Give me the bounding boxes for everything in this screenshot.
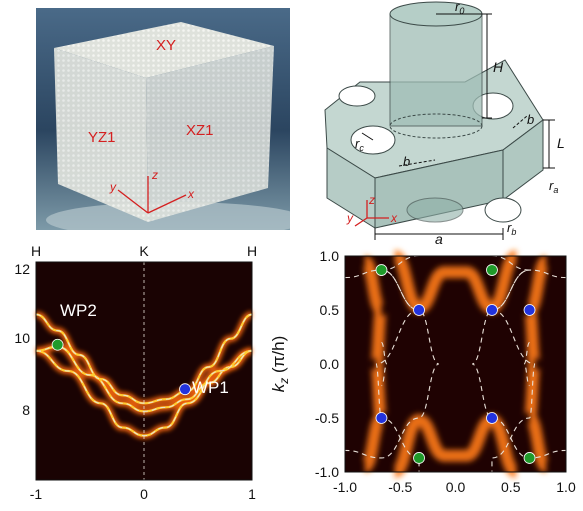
y-tick-12: 12 [14, 261, 30, 277]
kz-x-tick: 0.5 [501, 479, 521, 495]
kz-plot: kz (π/h) -1.0 -0.5 0.0 0.5 1.0 -1.0 -0.5 0.0 0.… [262, 244, 583, 506]
top-label-h-left: H [31, 243, 41, 259]
band-dash-0 [35, 346, 253, 412]
kz-y-tick: 0.0 [320, 356, 340, 372]
kz-green-point-0 [375, 264, 388, 276]
kz-y-tick: 1.0 [320, 248, 340, 264]
hole-corner [484, 197, 522, 223]
x-tick-neg1: -1 [30, 486, 43, 502]
axis-label-y: y [109, 180, 117, 194]
lattice-photo-svg: XY YZ1 XZ1 z x y [36, 8, 306, 238]
y-tick-8: 8 [22, 402, 30, 418]
kz-dash-curve-3 [491, 255, 536, 472]
wp2-label: WP2 [60, 301, 97, 320]
point-wp2 [51, 338, 64, 351]
cylinder-body [389, 13, 483, 127]
kz-dash-curve-5 [523, 341, 531, 387]
kz-band-glow-1 [392, 414, 519, 478]
kz-ylabel: kz (π/h) [269, 336, 291, 392]
wp1-label: WP1 [192, 378, 229, 397]
kz-band-glow-0 [392, 250, 519, 314]
kz-blue-point-4 [523, 304, 536, 316]
kz-dash-curve-4 [380, 341, 388, 387]
axis-triad [117, 176, 187, 214]
x-tick-1: 1 [248, 486, 256, 502]
schematic-axis-z: z [368, 193, 375, 207]
kz-blue-point-1 [486, 304, 498, 316]
kz-y-tick: 0.5 [320, 302, 340, 318]
label-rc: rc [355, 136, 364, 153]
band-dispersion-plot: H K H 12 10 8 -1 0 1 WP2 WP1 [0, 236, 290, 506]
hole-front [406, 197, 464, 223]
schematic-axis-x: x [390, 211, 398, 225]
label-l: L [557, 135, 565, 151]
kz-x-tick: 0.0 [446, 479, 466, 495]
cube-top-face [54, 22, 274, 78]
label-b-mid: b [403, 154, 410, 169]
cube-right-face [146, 46, 274, 222]
face-label-xy: XY [156, 37, 176, 54]
x-tick-0: 0 [140, 486, 148, 502]
lattice-photo: XY YZ1 XZ1 z x y [36, 8, 306, 238]
band-dash-1 [35, 313, 253, 404]
slab-right-face [502, 119, 544, 201]
label-a: a [435, 231, 443, 245]
kz-y-tick: -1.0 [315, 464, 339, 480]
label-r0: r0 [455, 0, 464, 16]
label-rb: rb [507, 220, 516, 237]
label-b-top: b [527, 112, 534, 127]
kz-blue-point-2 [375, 412, 388, 424]
kz-x-tick: -1.0 [333, 479, 357, 495]
label-h: H [493, 59, 504, 75]
cube-left-face [54, 48, 148, 222]
cylinder-bottom [389, 113, 483, 139]
kz-blue-point-0 [413, 304, 425, 316]
face-label-xz1: XZ1 [186, 122, 214, 139]
point-wp1 [179, 383, 191, 396]
schematic-axis-y: y [346, 211, 354, 225]
axis-label-x: x [187, 187, 195, 201]
label-ra: ra [549, 178, 558, 195]
hole-back [338, 85, 376, 107]
kz-green-point-2 [413, 452, 425, 464]
schematic-axis-triad [354, 200, 389, 227]
band-dash-2 [35, 350, 253, 437]
face-label-yz1: YZ1 [88, 129, 116, 146]
unit-cell-schematic: r0 H b b L rc ra rb a z x y [295, 0, 583, 247]
kz-y-tick: -0.5 [315, 410, 339, 426]
top-label-k: K [139, 243, 149, 259]
kz-x-tick: -0.5 [388, 479, 412, 495]
kz-plot-svg: kz (π/h) -1.0 -0.5 0.0 0.5 1.0 -1.0 -0.5 0.0 0.… [269, 248, 576, 495]
kz-green-point-1 [486, 264, 498, 276]
top-label-h-right: H [247, 243, 257, 259]
kz-green-point-3 [523, 452, 536, 464]
axis-label-z: z [151, 168, 158, 182]
unit-cell-svg: r0 H b b L rc ra rb a z x y [324, 0, 565, 247]
kz-blue-point-3 [486, 412, 498, 424]
band-plot-svg: H K H 12 10 8 -1 0 1 WP2 WP1 [14, 243, 257, 502]
y-tick-10: 10 [14, 330, 30, 346]
kz-x-tick: 1.0 [556, 479, 576, 495]
